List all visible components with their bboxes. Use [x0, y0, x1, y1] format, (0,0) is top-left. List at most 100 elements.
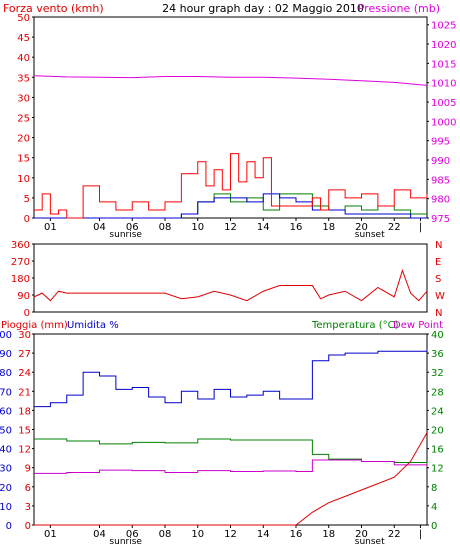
humidity-tick-label: 60 [0, 406, 12, 417]
direction-tick-label: 360 [11, 240, 30, 251]
wind-direction-line [33, 268, 428, 302]
plot-frame [33, 243, 428, 313]
pressure-tick-label: 990 [431, 156, 450, 167]
temperature-tick-label: 40 [431, 330, 444, 341]
direction-tick-label: 270 [11, 257, 30, 268]
humidity-tick-label: 100 [0, 330, 12, 341]
x-tick-label: 18 [322, 529, 335, 540]
x-tick-label: 14 [257, 222, 270, 233]
sunset-label: sunset [355, 230, 385, 240]
temperature-tick-label: 8 [431, 483, 437, 494]
wind-tick-label: 20 [17, 134, 30, 145]
x-tick-label: 12 [224, 529, 237, 540]
rain-tick-label: 9 [25, 464, 31, 475]
x-tick-label: 16 [290, 529, 303, 540]
x-tick-label: 01 [44, 222, 57, 233]
direction-tick-label: 180 [11, 274, 30, 285]
temperature-axis-label: Temperatura (°C) [311, 320, 399, 331]
wind-tick-label: 35 [17, 73, 30, 84]
rain-tick-label: 12 [18, 445, 31, 456]
pressure-tick-label: 980 [431, 195, 450, 206]
x-tick-label: 08 [159, 529, 172, 540]
humidity-tick-label: 50 [0, 426, 12, 437]
compass-label: E [435, 257, 441, 268]
humidity-tick-label: 10 [0, 502, 12, 513]
pressure-tick-label: 985 [431, 175, 450, 186]
wind-speed-line [34, 153, 428, 219]
x-tick-label: 22 [388, 529, 401, 540]
rain-line [34, 432, 428, 526]
rain-tick-label: 27 [18, 349, 31, 360]
compass-label: N [435, 240, 442, 251]
rain-tick-label: 3 [25, 502, 31, 513]
temperature-tick-label: 0 [431, 521, 437, 532]
temperature-tick-label: 36 [431, 349, 444, 360]
x-tick-label: 04 [93, 529, 106, 540]
compass-label: N [435, 308, 442, 319]
temperature-tick-label: 4 [431, 502, 437, 513]
wind-tick-label: 15 [17, 154, 30, 165]
wind-tick-label: 5 [24, 194, 30, 205]
wind-tick-label: 40 [17, 53, 30, 64]
dewpoint-line [34, 459, 428, 474]
humidity-line [34, 349, 428, 408]
temperature-tick-label: 28 [431, 387, 444, 398]
wind-tick-label: 25 [17, 114, 30, 125]
wind-tick-label: 10 [17, 174, 30, 185]
rain-tick-label: 18 [18, 406, 31, 417]
rain-tick-label: 15 [18, 426, 31, 437]
x-tick-label: 20 [355, 222, 368, 233]
plot-frame [33, 333, 428, 526]
direction-tick-label: 0 [24, 308, 30, 319]
pressure-tick-label: 1010 [431, 79, 456, 90]
rain-tick-label: 21 [18, 387, 31, 398]
wind-tick-label: 0 [24, 214, 30, 225]
x-tick-label: 22 [388, 222, 401, 233]
x-tick-label: | [419, 529, 422, 540]
humidity-tick-label: 40 [0, 445, 12, 456]
rain-tick-label: 0 [25, 521, 31, 532]
compass-label: W [435, 291, 445, 302]
x-tick-label: | [419, 222, 422, 233]
pressure-tick-label: 1015 [431, 59, 456, 70]
rain-axis-label: Pioggia (mm) [1, 320, 68, 331]
humidity-axis-label: Umidita % [67, 320, 119, 331]
pressure-tick-label: 1000 [431, 117, 456, 128]
sunrise-label: sunrise [109, 230, 142, 240]
wind-tick-label: 50 [17, 13, 30, 24]
wind-tick-label: 45 [17, 33, 30, 44]
rain-tick-label: 30 [18, 330, 31, 341]
pressure-line [33, 75, 428, 86]
humidity-tick-label: 30 [0, 464, 12, 475]
humidity-tick-label: 80 [0, 368, 12, 379]
x-tick-label: 18 [322, 222, 335, 233]
temperature-tick-label: 16 [431, 445, 444, 456]
wind-tick-label: 30 [17, 93, 30, 104]
direction-tick-label: 90 [17, 291, 30, 302]
x-tick-label: 14 [257, 529, 270, 540]
x-tick-label: 16 [290, 222, 303, 233]
rain-tick-label: 24 [18, 368, 31, 379]
chart-title: 24 hour graph day : 02 Maggio 2010 [162, 2, 364, 15]
x-tick-label: 06 [126, 222, 139, 233]
humidity-tick-label: 90 [0, 349, 12, 360]
pressure-tick-label: 1025 [431, 21, 456, 32]
pressure-axis-label: Pressione (mb) [358, 2, 440, 15]
x-tick-label: 04 [93, 222, 106, 233]
rain-tick-label: 6 [25, 483, 31, 494]
pressure-tick-label: 995 [431, 137, 450, 148]
temperature-tick-label: 24 [431, 406, 444, 417]
compass-label: S [435, 274, 441, 285]
average-wind-line [34, 193, 427, 219]
dewpoint-axis-label: Dew Point [393, 320, 443, 331]
wind-axis-label: Forza vento (kmh) [3, 2, 104, 15]
x-tick-label: 10 [191, 529, 204, 540]
sunset-label: sunset [355, 537, 385, 547]
x-tick-label: 12 [224, 222, 237, 233]
x-tick-label: 06 [126, 529, 139, 540]
pressure-tick-label: 1020 [431, 40, 456, 51]
x-tick-label: 01 [44, 529, 57, 540]
x-tick-label: 08 [159, 222, 172, 233]
humidity-temperature-rain-panel: 0010320630940125015601870218024902710030… [0, 330, 444, 547]
